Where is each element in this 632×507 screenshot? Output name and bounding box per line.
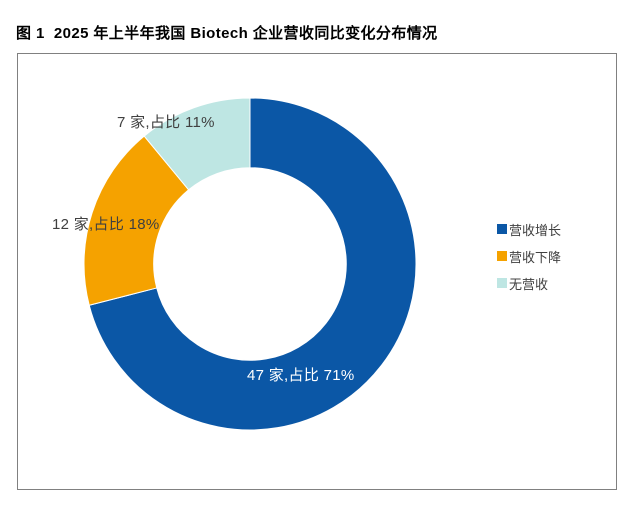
legend-label: 营收增长 [509,222,562,238]
legend-item-revenue-growth: 营收增长 [497,221,562,238]
legend-item-no-revenue: 无营收 [497,275,561,292]
pie-slice-0 [88,97,417,431]
data-label-revenue-decline: 12 家,占比 18% [52,216,160,233]
legend-label: 无营收 [509,276,549,292]
chart-frame: 47 家,占比 71% 12 家,占比 18% 7 家,占比 11% 营收增长 … [17,53,617,490]
legend-label: 营收下降 [509,249,562,265]
legend-swatch-icon [497,278,507,288]
pie-slice-2 [143,97,251,191]
data-label-no-revenue: 7 家,占比 11% [117,114,215,131]
data-label-revenue-growth: 47 家,占比 71% [247,367,355,384]
legend-swatch-icon [497,224,507,234]
legend: 营收增长 营收下降 无营收 [497,221,561,302]
legend-item-revenue-decline: 营收下降 [497,248,562,265]
legend-swatch-icon [497,251,507,261]
figure-title: 图 1 2025 年上半年我国 Biotech 企业营收同比变化分布情况 [16,25,438,42]
donut-chart [83,97,417,431]
